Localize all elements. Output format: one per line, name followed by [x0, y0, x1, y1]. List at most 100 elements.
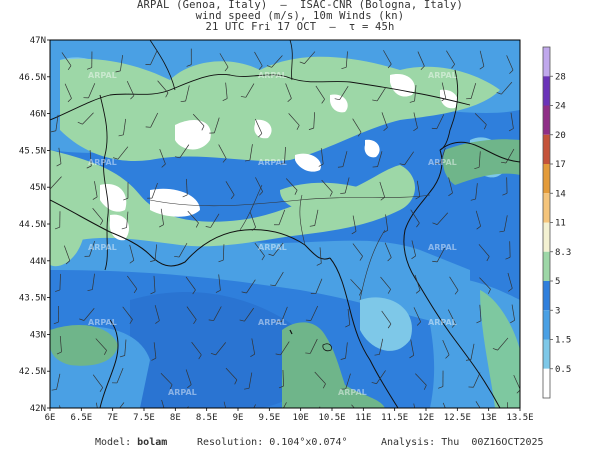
- resolution-value: 0.104°x0.074°: [269, 437, 348, 448]
- wind-barb: [505, 241, 511, 260]
- wind-barb: [215, 274, 221, 293]
- wind-barb: [432, 247, 446, 263]
- wind-barb: [399, 151, 414, 166]
- wind-barb: [507, 272, 513, 292]
- italy-slovenia-border: [439, 69, 459, 151]
- lat-label: 42N: [30, 404, 46, 414]
- wind-barb: [157, 80, 169, 98]
- wind-barb: [54, 211, 61, 230]
- watermark-text: ARPAL: [88, 318, 117, 327]
- wind-barb: [92, 181, 98, 200]
- wind-barb: [299, 51, 316, 64]
- wind-barb: [86, 51, 93, 70]
- lat-label: 43.5N: [19, 294, 46, 304]
- wind-barb: [186, 48, 192, 67]
- wind-barb: [315, 85, 325, 104]
- wind-barb: [268, 242, 284, 256]
- wind-barb: [442, 340, 450, 359]
- watermark-text: ARPAL: [428, 71, 457, 80]
- wind-barb: [446, 50, 455, 69]
- lat-label: 47N: [30, 36, 46, 46]
- speed-field-green-adriatic: [443, 139, 520, 185]
- wind-barb: [441, 82, 447, 102]
- wind-barb: [414, 274, 421, 294]
- lat-label: 46N: [30, 110, 46, 120]
- wind-barb: [474, 151, 481, 170]
- footer-model: Model: bolam: [95, 437, 167, 448]
- wind-barb: [352, 243, 363, 261]
- alpine-border: [50, 74, 471, 121]
- wind-barb: [309, 209, 319, 227]
- speed-field-white-patch: [175, 120, 211, 150]
- wind-barb: [371, 370, 386, 384]
- regional-border: [239, 184, 386, 301]
- wind-barb: [160, 372, 173, 390]
- wind-barb: [174, 144, 190, 159]
- wind-barb: [86, 150, 92, 169]
- watermark-group: ARPAL ARPAL ARPAL ARPAL ARPAL ARPAL ARPA…: [88, 71, 457, 397]
- wind-barb: [218, 144, 227, 163]
- wind-barb: [479, 277, 491, 294]
- watermark-text: ARPAL: [258, 158, 287, 167]
- lat-label: 46.5N: [19, 73, 46, 83]
- capraia-island: [289, 329, 293, 335]
- wind-barb: [180, 85, 190, 103]
- speed-field-green-po-valley: [50, 150, 415, 247]
- wind-barb: [465, 343, 475, 361]
- wind-barb: [341, 51, 348, 70]
- speed-field-sea-patch: [130, 291, 315, 408]
- lon-label: 7.5E: [133, 413, 155, 423]
- footer-resolution: Resolution: 0.104°x0.074°: [197, 437, 348, 448]
- watermark-text: ARPAL: [258, 243, 287, 252]
- wind-barb: [305, 338, 318, 354]
- lat-label: 43N: [30, 330, 46, 340]
- wind-barb: [192, 113, 205, 131]
- wind-barb: [255, 177, 263, 196]
- analysis-label: Analysis:: [381, 437, 436, 448]
- tyrrhenian-coastline: [329, 257, 399, 408]
- wind-barb: [308, 112, 316, 130]
- speed-field-white-patch: [440, 89, 458, 109]
- wind-barb: [283, 402, 287, 408]
- wind-barb: [409, 339, 415, 359]
- wind-barb: [470, 183, 478, 201]
- wind-barb: [410, 209, 420, 228]
- wind-barb: [254, 51, 263, 70]
- wind-barb: [270, 271, 284, 287]
- wind-barb: [415, 373, 427, 390]
- wind-barb: [492, 337, 509, 351]
- wind-barb: [413, 307, 421, 326]
- latitude-axis: 47N 46.5N 46N 45.5N 45N 44.5N 44N 43.5N 43N 42.5N…: [19, 36, 50, 414]
- lon-label: 13.5E: [506, 413, 533, 423]
- wind-barb: [372, 151, 383, 168]
- wind-barb: [112, 367, 124, 384]
- wind-barb: [506, 402, 508, 408]
- wind-barb: [501, 148, 515, 164]
- wind-barb: [79, 308, 95, 321]
- speed-field-green-tuscany: [282, 322, 385, 408]
- wind-barb: [448, 177, 453, 197]
- wind-barb: [431, 114, 445, 130]
- wind-barb: [83, 83, 96, 99]
- colorbar-label: 14: [555, 189, 566, 199]
- colorbar-label: 24: [555, 102, 566, 112]
- model-label: Model:: [95, 437, 132, 448]
- wind-barb: [249, 212, 257, 231]
- watermark-text: ARPAL: [168, 388, 197, 397]
- lon-label: 11E: [355, 413, 371, 423]
- watermark-text: ARPAL: [428, 158, 457, 167]
- wind-barb: [61, 52, 72, 70]
- wind-barb: [475, 401, 481, 408]
- map-title-line1: ARPAL (Genoa, Italy) — ISAC-CNR (Bologna…: [136, 0, 464, 11]
- wind-barb: [92, 207, 104, 226]
- adriatic-coastline: [403, 149, 501, 408]
- model-value: bolam: [137, 437, 168, 448]
- speed-field-white-patch: [150, 188, 200, 217]
- watermark-text: ARPAL: [88, 71, 117, 80]
- colorbar-label: 20: [555, 131, 566, 141]
- wind-barb: [351, 404, 355, 408]
- lat-label: 44.5N: [19, 220, 46, 230]
- wind-barb: [145, 50, 158, 66]
- speed-field-white-patch: [330, 94, 348, 113]
- wind-barb: [475, 210, 481, 230]
